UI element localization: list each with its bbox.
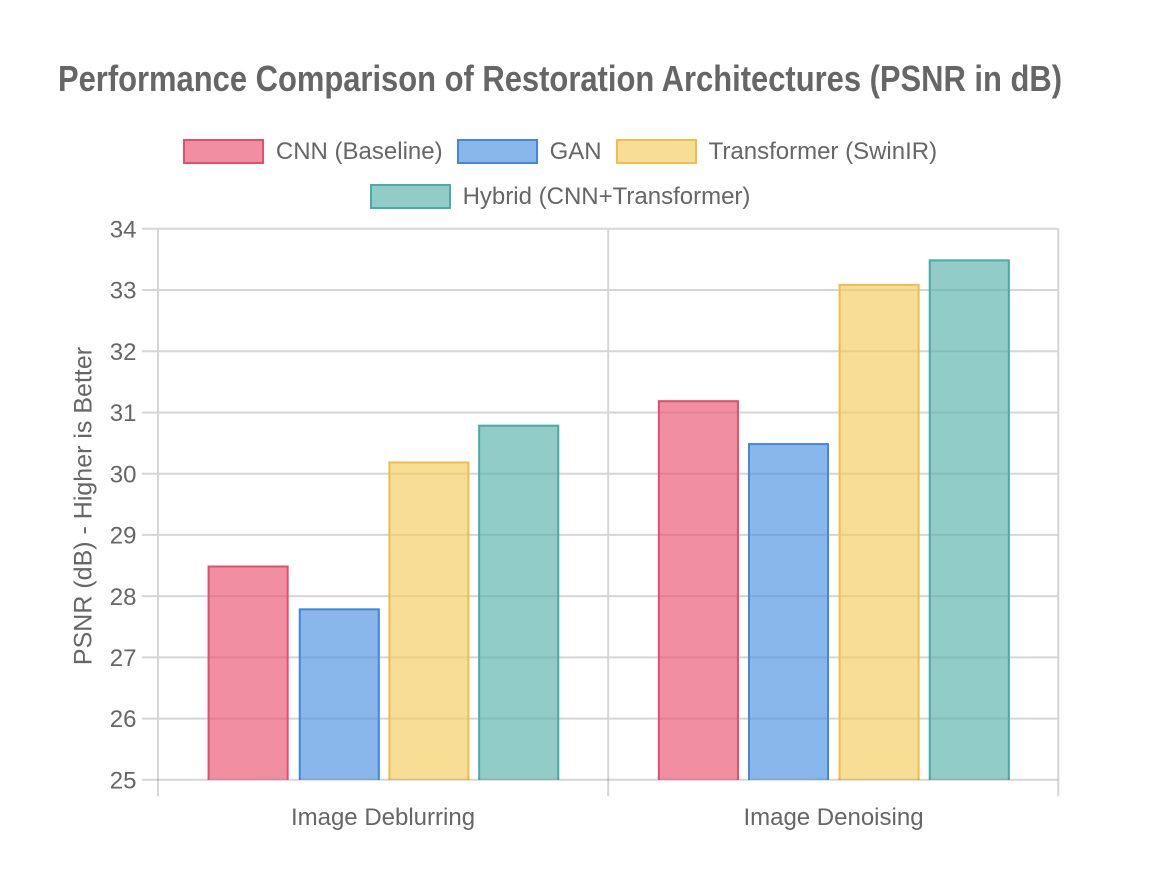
svg-text:27: 27 <box>110 645 137 672</box>
svg-text:PSNR (dB) - Higher is Better: PSNR (dB) - Higher is Better <box>70 347 98 665</box>
svg-text:Image Deblurring: Image Deblurring <box>291 804 475 831</box>
svg-text:33: 33 <box>110 278 137 305</box>
svg-text:25: 25 <box>110 767 137 794</box>
svg-text:34: 34 <box>110 216 137 243</box>
svg-text:28: 28 <box>110 584 137 611</box>
svg-text:Image Denoising: Image Denoising <box>743 804 923 831</box>
svg-text:30: 30 <box>110 461 137 488</box>
svg-text:31: 31 <box>110 400 137 427</box>
svg-text:26: 26 <box>110 706 137 733</box>
svg-text:29: 29 <box>110 523 137 550</box>
svg-text:32: 32 <box>110 339 137 366</box>
